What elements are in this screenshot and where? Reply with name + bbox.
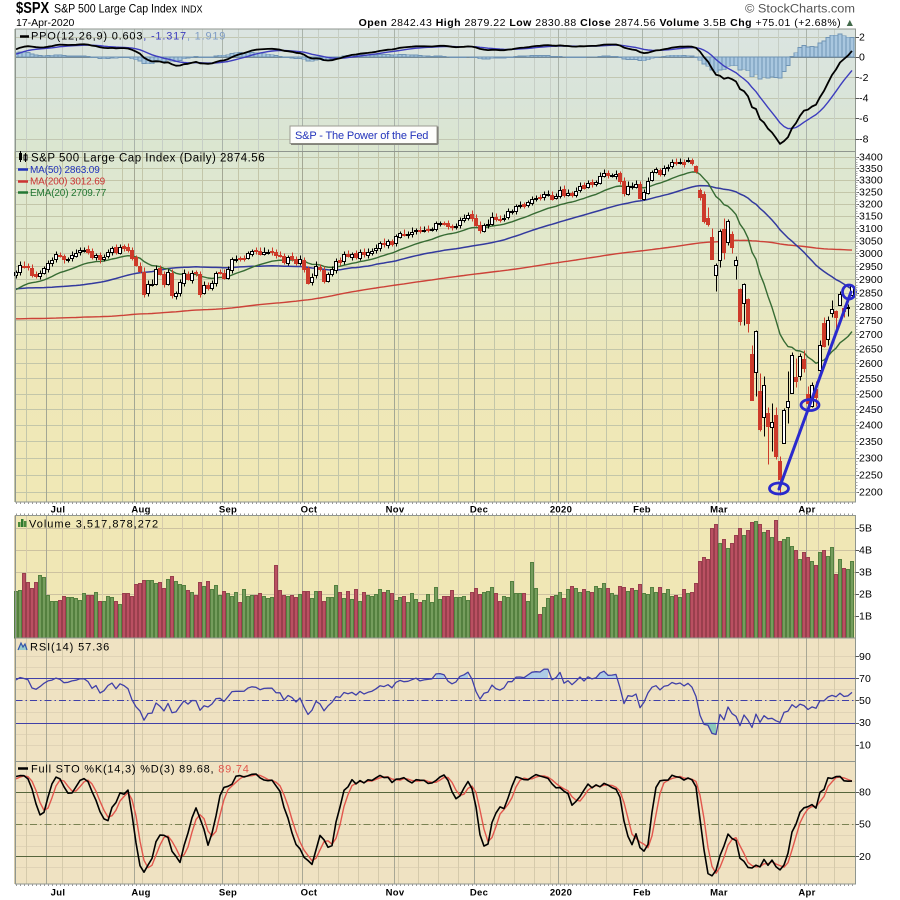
svg-text:Feb: Feb xyxy=(633,888,651,899)
svg-text:Sep: Sep xyxy=(219,888,237,899)
svg-text:2250: 2250 xyxy=(859,469,883,481)
svg-text:3350: 3350 xyxy=(859,163,883,175)
svg-text:90: 90 xyxy=(859,651,871,663)
svg-text:3100: 3100 xyxy=(859,223,883,235)
svg-text:2350: 2350 xyxy=(859,436,883,448)
svg-text:Aug: Aug xyxy=(131,888,150,899)
svg-text:2300: 2300 xyxy=(859,452,883,464)
svg-text:Aug: Aug xyxy=(131,505,150,516)
svg-text:2020: 2020 xyxy=(550,505,572,516)
svg-text:Open 2842.43 High 2879.22 Low: Open 2842.43 High 2879.22 Low 2830.88 Cl… xyxy=(359,17,856,29)
svg-text:0: 0 xyxy=(859,52,865,64)
svg-text:3000: 3000 xyxy=(859,248,883,260)
svg-text:2550: 2550 xyxy=(859,373,883,385)
svg-text:Apr: Apr xyxy=(798,888,815,899)
svg-text:2950: 2950 xyxy=(859,261,883,273)
svg-text:2: 2 xyxy=(859,31,865,43)
svg-text:Apr: Apr xyxy=(798,505,815,516)
svg-text:Nov: Nov xyxy=(386,888,405,899)
svg-text:2500: 2500 xyxy=(859,388,883,400)
svg-text:S&P 500 Large Cap Index: S&P 500 Large Cap Index xyxy=(54,2,177,16)
svg-text:20: 20 xyxy=(859,851,871,863)
svg-text:2900: 2900 xyxy=(859,274,883,286)
svg-text:2800: 2800 xyxy=(859,301,883,313)
svg-text:2400: 2400 xyxy=(859,420,883,432)
svg-text:3300: 3300 xyxy=(859,175,883,187)
svg-text:2450: 2450 xyxy=(859,404,883,416)
svg-text:PPO(12,26,9) 0.603, -1.317, 1.: PPO(12,26,9) 0.603, -1.317, 1.919 xyxy=(31,31,226,43)
svg-text:2020: 2020 xyxy=(550,888,572,899)
svg-text:Full STO %K(14,3) %D(3) 89.68,: Full STO %K(14,3) %D(3) 89.68, 89.74 xyxy=(31,764,250,776)
svg-text:-8: -8 xyxy=(859,133,869,145)
svg-text:3B: 3B xyxy=(859,567,872,579)
svg-text:2650: 2650 xyxy=(859,343,883,355)
svg-text:2200: 2200 xyxy=(859,487,883,499)
svg-text:Jul: Jul xyxy=(51,505,66,516)
svg-text:70: 70 xyxy=(859,673,871,685)
svg-text:RSI(14) 57.36: RSI(14) 57.36 xyxy=(30,642,110,654)
svg-text:80: 80 xyxy=(859,786,871,798)
svg-text:2850: 2850 xyxy=(859,288,883,300)
svg-text:3150: 3150 xyxy=(859,211,883,223)
svg-text:4B: 4B xyxy=(859,545,872,557)
svg-text:-4: -4 xyxy=(859,93,869,105)
svg-text:5B: 5B xyxy=(859,523,872,535)
svg-text:10: 10 xyxy=(859,739,871,751)
svg-text:50: 50 xyxy=(859,819,871,831)
svg-text:3050: 3050 xyxy=(859,235,883,247)
svg-text:Feb: Feb xyxy=(633,505,651,516)
svg-text:INDX: INDX xyxy=(181,5,203,16)
svg-text:-2: -2 xyxy=(859,72,869,84)
svg-text:Mar: Mar xyxy=(710,888,728,899)
svg-text:S&P - The Power of the Fed: S&P - The Power of the Fed xyxy=(295,130,428,142)
svg-text:Nov: Nov xyxy=(386,505,405,516)
svg-text:$SPX: $SPX xyxy=(16,0,50,17)
svg-text:EMA(20) 2709.77: EMA(20) 2709.77 xyxy=(30,188,107,199)
svg-text:Dec: Dec xyxy=(470,505,488,516)
svg-text:2750: 2750 xyxy=(859,315,883,327)
svg-text:3250: 3250 xyxy=(859,186,883,198)
svg-text:-6: -6 xyxy=(859,113,869,125)
svg-text:3400: 3400 xyxy=(859,152,883,164)
svg-text:Volume 3,517,878,272: Volume 3,517,878,272 xyxy=(29,519,159,531)
svg-text:2600: 2600 xyxy=(859,358,883,370)
svg-text:17-Apr-2020: 17-Apr-2020 xyxy=(16,17,75,29)
svg-text:30: 30 xyxy=(859,717,871,729)
svg-text:MA(200) 3012.69: MA(200) 3012.69 xyxy=(30,176,106,187)
svg-text:50: 50 xyxy=(859,695,871,707)
svg-text:Oct: Oct xyxy=(301,888,318,899)
svg-text:Mar: Mar xyxy=(710,505,728,516)
svg-text:3200: 3200 xyxy=(859,198,883,210)
svg-text:© StockCharts.com: © StockCharts.com xyxy=(745,4,855,16)
svg-text:1B: 1B xyxy=(859,611,872,623)
svg-text:S&P 500 Large Cap Index (Daily: S&P 500 Large Cap Index (Daily) 2874.56 xyxy=(31,153,265,165)
svg-text:MA(50) 2863.09: MA(50) 2863.09 xyxy=(30,165,100,176)
svg-text:Oct: Oct xyxy=(301,505,318,516)
svg-text:Dec: Dec xyxy=(470,888,488,899)
svg-text:Sep: Sep xyxy=(219,505,237,516)
svg-text:Jul: Jul xyxy=(51,888,66,899)
svg-text:2B: 2B xyxy=(859,589,872,601)
svg-text:2700: 2700 xyxy=(859,329,883,341)
